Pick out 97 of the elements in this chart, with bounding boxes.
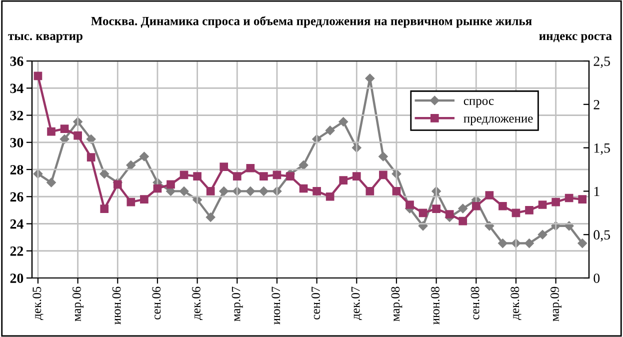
y-tick-label: 20 bbox=[10, 274, 24, 283]
point bbox=[326, 192, 334, 201]
x-tick-label: дек.06 bbox=[192, 286, 203, 320]
point bbox=[60, 124, 69, 133]
y2-tick-label: 2,5 bbox=[594, 56, 610, 68]
point bbox=[140, 152, 149, 162]
point bbox=[378, 152, 388, 162]
point bbox=[246, 164, 255, 172]
point bbox=[552, 198, 560, 206]
x-tick-label: дек.05 bbox=[32, 286, 44, 320]
point bbox=[525, 206, 534, 214]
point bbox=[206, 212, 216, 222]
y-tick-label: 24 bbox=[10, 219, 24, 229]
x-tick-label: сен.08 bbox=[470, 286, 480, 320]
point bbox=[578, 195, 587, 204]
y-tick-label: 26 bbox=[10, 192, 24, 202]
point bbox=[298, 160, 308, 170]
point bbox=[180, 170, 188, 180]
point bbox=[432, 204, 440, 213]
point bbox=[206, 187, 215, 196]
point bbox=[406, 200, 414, 209]
y-axis-title: тыс. квартир bbox=[8, 34, 82, 43]
point bbox=[538, 200, 547, 209]
y2-tick-label: 1 bbox=[594, 186, 600, 196]
point bbox=[193, 172, 202, 180]
point bbox=[512, 208, 520, 218]
point bbox=[379, 170, 388, 180]
point bbox=[299, 184, 308, 193]
chart-title: Москва. Динамика спроса и объема предложения на первичном рынке жилья bbox=[91, 16, 532, 28]
point bbox=[312, 187, 321, 196]
legend-label: предложение bbox=[464, 116, 533, 126]
y-tick-label: 30 bbox=[10, 138, 24, 148]
y-tick-label: 32 bbox=[10, 110, 24, 120]
point bbox=[46, 178, 56, 188]
point bbox=[498, 202, 507, 210]
y2-axis-title: индекс роста bbox=[539, 34, 612, 43]
x-tick-label: мар.07 bbox=[232, 286, 243, 322]
x-tick-label: мар.08 bbox=[391, 286, 402, 322]
point bbox=[498, 238, 508, 248]
point bbox=[472, 202, 480, 210]
point bbox=[179, 186, 189, 196]
point bbox=[113, 180, 122, 189]
point bbox=[272, 170, 282, 180]
x-tick-label: июн.06 bbox=[112, 286, 121, 324]
point bbox=[338, 117, 348, 126]
y2-tick-label: 2 bbox=[594, 100, 600, 110]
point bbox=[232, 172, 242, 180]
y2-tick-label: 0,5 bbox=[594, 230, 610, 242]
point bbox=[286, 172, 294, 180]
point bbox=[578, 238, 587, 248]
point bbox=[365, 74, 375, 83]
point bbox=[153, 184, 162, 193]
x-tick-label: мар.06 bbox=[72, 286, 84, 322]
point bbox=[219, 186, 228, 196]
legend-label: спрос bbox=[464, 98, 494, 108]
point bbox=[74, 131, 82, 140]
point bbox=[246, 186, 256, 196]
y-tick-label: 36 bbox=[10, 56, 24, 66]
point bbox=[100, 204, 109, 213]
x-tick-label: дек.08 bbox=[510, 286, 522, 320]
y-tick-label: 22 bbox=[10, 246, 24, 256]
point bbox=[47, 127, 56, 136]
point bbox=[86, 134, 96, 144]
point bbox=[100, 169, 109, 178]
point bbox=[564, 194, 574, 202]
x-tick-label: июн.08 bbox=[431, 286, 440, 324]
point bbox=[260, 172, 268, 180]
y-tick-label: 34 bbox=[10, 84, 24, 94]
point bbox=[34, 72, 42, 80]
point bbox=[325, 126, 335, 136]
x-tick-label: дек.07 bbox=[351, 286, 362, 320]
x-tick-label: сен.07 bbox=[312, 286, 320, 320]
point bbox=[140, 195, 148, 204]
y2-tick-label: 1,5 bbox=[594, 143, 610, 155]
point bbox=[485, 191, 494, 200]
point bbox=[538, 230, 548, 240]
point bbox=[60, 134, 70, 144]
point bbox=[86, 153, 96, 162]
x-tick-label: июн.07 bbox=[272, 286, 280, 324]
point bbox=[220, 162, 228, 171]
x-tick-label: мар.09 bbox=[550, 286, 562, 322]
x-tick-label: сен.06 bbox=[152, 286, 161, 320]
point bbox=[166, 180, 175, 189]
point bbox=[458, 216, 468, 226]
point bbox=[126, 198, 136, 206]
point bbox=[445, 210, 454, 218]
point bbox=[352, 172, 361, 180]
y2-tick-label: 0 bbox=[594, 274, 600, 283]
point bbox=[392, 187, 401, 196]
y-tick-label: 28 bbox=[10, 165, 24, 174]
point bbox=[418, 208, 428, 218]
point bbox=[259, 186, 268, 196]
point bbox=[339, 176, 348, 185]
point bbox=[524, 238, 534, 248]
point bbox=[458, 204, 468, 214]
point bbox=[126, 160, 136, 170]
point bbox=[366, 187, 374, 196]
